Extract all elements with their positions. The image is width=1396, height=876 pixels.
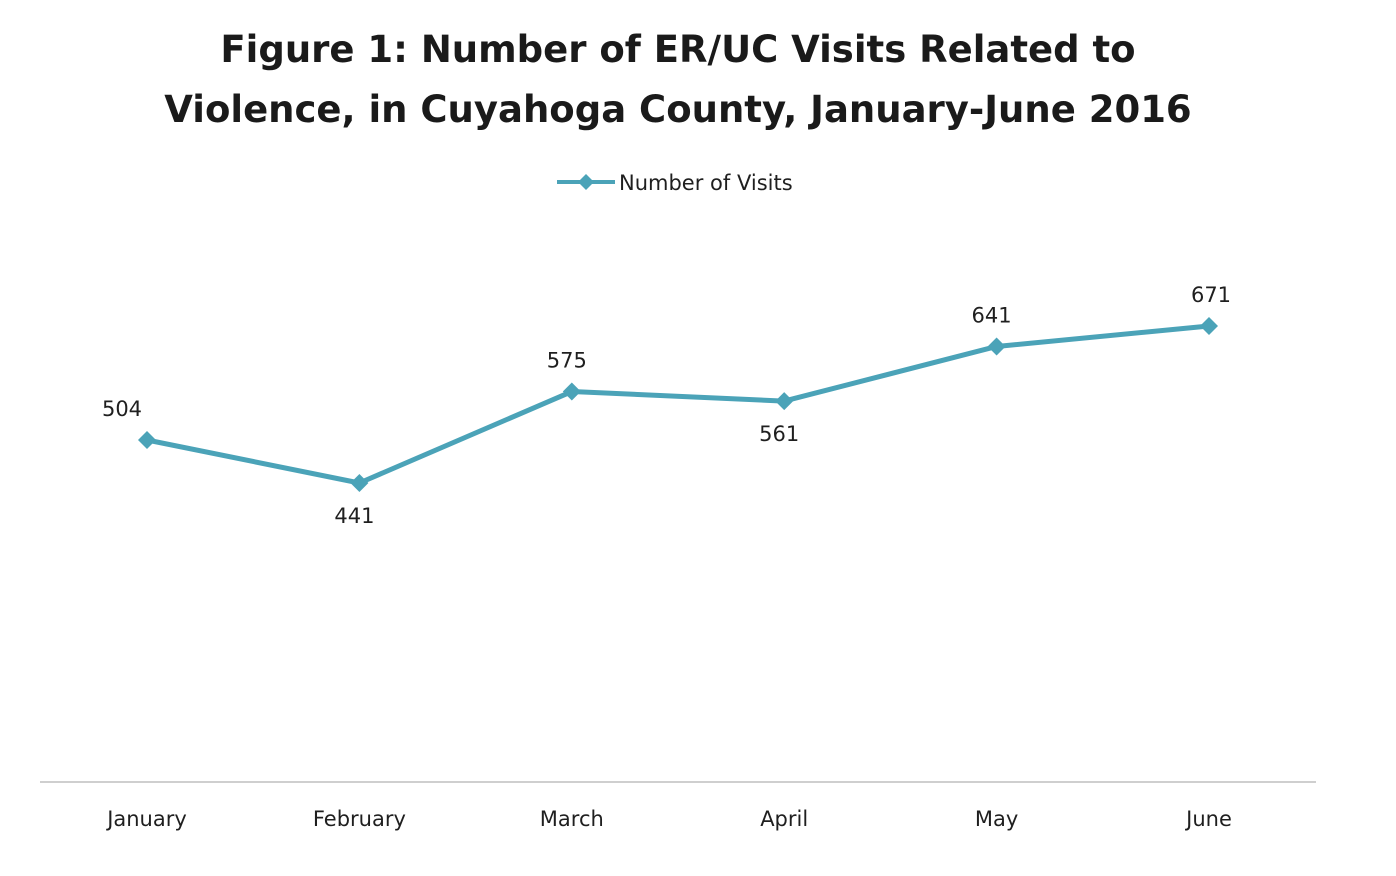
plot-area: 504 441 575 561 641 671 (102, 283, 1231, 528)
data-point-march (562, 382, 581, 401)
legend-marker-swatch (578, 174, 594, 190)
data-point-june (1200, 317, 1218, 335)
chart-title-line-2: Violence, in Cuyahoga County, January-Ju… (164, 88, 1191, 131)
x-tick-label-january: January (105, 807, 187, 831)
data-point-february (350, 474, 369, 492)
series-line-number-of-visits (146, 323, 1210, 486)
legend-label: Number of Visits (619, 171, 793, 195)
data-label-june: 671 (1191, 283, 1231, 307)
x-axis-ticks: January February March April May June (105, 807, 1232, 831)
data-label-february: 441 (334, 504, 374, 528)
x-tick-label-may: May (975, 807, 1018, 831)
data-point-april (775, 392, 794, 411)
chart-title: Figure 1: Number of ER/UC Visits Related… (164, 28, 1191, 131)
x-tick-label-june: June (1184, 807, 1232, 831)
x-tick-label-february: February (313, 807, 406, 831)
data-label-january: 504 (102, 397, 142, 421)
data-label-march: 575 (547, 349, 587, 373)
data-point-january (138, 430, 156, 449)
data-label-april: 561 (759, 422, 799, 446)
data-label-may: 641 (972, 303, 1012, 327)
x-tick-label-april: April (760, 807, 808, 831)
chart-title-line-1: Figure 1: Number of ER/UC Visits Related… (220, 28, 1135, 71)
legend: Number of Visits (557, 171, 793, 195)
data-point-may (987, 337, 1006, 356)
x-tick-label-march: March (540, 807, 604, 831)
